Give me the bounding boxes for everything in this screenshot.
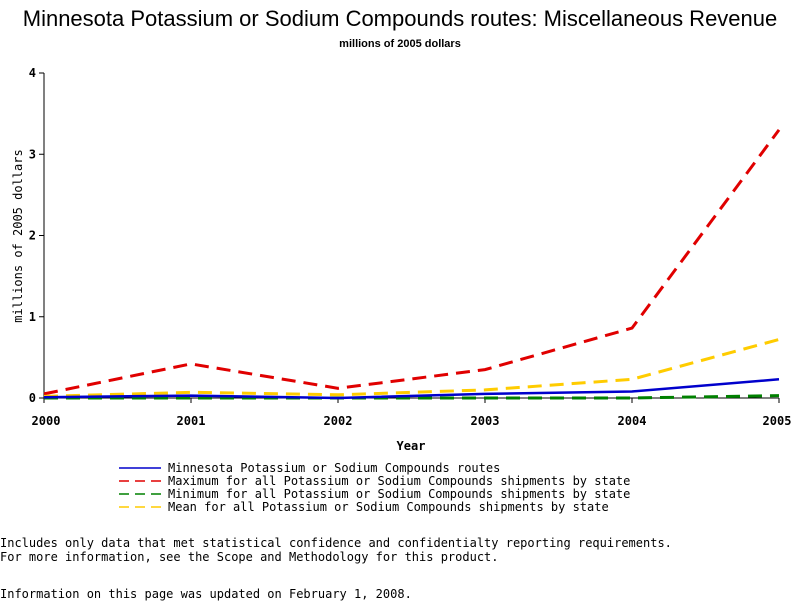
y-tick-label: 4 xyxy=(29,66,36,80)
footnote-line-2: For more information, see the Scope and … xyxy=(0,550,499,564)
series-line-1 xyxy=(43,129,781,396)
y-tick-label: 0 xyxy=(29,391,36,405)
series-line-3 xyxy=(43,338,780,398)
y-tick-label: 3 xyxy=(29,147,36,161)
legend-label-2: Minimum for all Potassium or Sodium Comp… xyxy=(168,487,630,501)
update-note: Information on this page was updated on … xyxy=(0,587,412,601)
legend-label-3: Mean for all Potassium or Sodium Compoun… xyxy=(168,500,609,514)
legend-label-1: Maximum for all Potassium or Sodium Comp… xyxy=(168,474,630,488)
line-chart: 0 1 2 3 4 2000 2001 2002 2003 2004 2005 Year milli… xyxy=(11,66,792,514)
chart-legend: Minnesota Potassium or Sodium Compounds … xyxy=(119,461,630,514)
x-tick-label: 2002 xyxy=(324,414,353,428)
footnote-line-1: Includes only data that met statistical … xyxy=(0,536,672,550)
chart-subtitle: millions of 2005 dollars xyxy=(339,38,461,50)
y-tick-label: 2 xyxy=(29,229,36,243)
series-line-2 xyxy=(44,394,780,400)
legend-label-0: Minnesota Potassium or Sodium Compounds … xyxy=(168,461,500,475)
x-tick-label: 2004 xyxy=(618,414,647,428)
chart-axes: 0 1 2 3 4 2000 2001 2002 2003 2004 2005 xyxy=(29,66,792,428)
x-axis-label: Year xyxy=(397,439,426,453)
x-tick-label: 2001 xyxy=(177,414,206,428)
x-tick-label: 2005 xyxy=(763,414,792,428)
footnote: Includes only data that met statistical … xyxy=(0,536,672,564)
x-tick-label: 2003 xyxy=(471,414,500,428)
series-line-0 xyxy=(43,378,780,400)
x-tick-label: 2000 xyxy=(32,414,61,428)
y-tick-label: 1 xyxy=(29,310,36,324)
chart-title: Minnesota Potassium or Sodium Compounds … xyxy=(22,6,778,31)
chart-series xyxy=(43,129,781,400)
y-axis-label: millions of 2005 dollars xyxy=(11,149,25,322)
